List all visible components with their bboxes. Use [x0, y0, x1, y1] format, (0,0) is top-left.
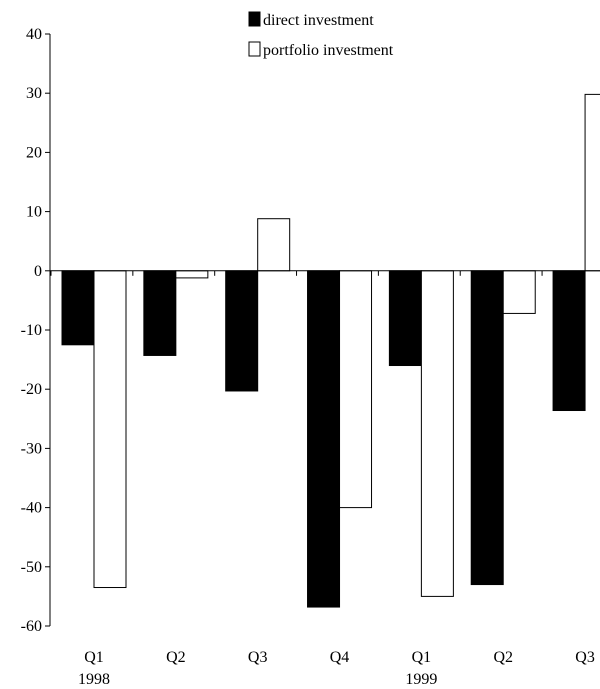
y-tick-label: -50	[21, 559, 42, 576]
y-tick-label: -40	[21, 500, 42, 517]
y-tick-label: -30	[21, 440, 42, 457]
bar-portfolio-6	[584, 93, 600, 272]
y-tick-label: -10	[21, 322, 42, 339]
legend-label-direct: direct investment	[263, 12, 374, 29]
bar-portfolio-4	[420, 270, 454, 597]
x-category-label: Q1	[412, 649, 432, 666]
bar-direct-6	[552, 270, 586, 412]
x-category-label: Q4	[330, 649, 350, 666]
y-tick-label: 10	[26, 204, 42, 221]
bar-direct-2	[225, 270, 259, 392]
x-axis: Q1 1998 Q2 Q3 Q4 Q1 1999 Q2 Q3	[50, 270, 600, 688]
bar-direct-1	[143, 270, 177, 356]
bar-direct-5	[470, 270, 504, 586]
x-year-label: 1998	[78, 671, 110, 688]
x-category-label: Q2	[493, 649, 513, 666]
y-tick-label: 0	[34, 263, 42, 280]
legend: direct investment portfolio investment	[248, 11, 394, 59]
bar-portfolio-5	[502, 270, 536, 314]
bar-portfolio-0	[93, 270, 127, 589]
x-year-label: 1999	[405, 671, 437, 688]
bar-portfolio-1	[175, 270, 209, 279]
legend-swatch-direct	[248, 11, 261, 27]
bar-direct-3	[307, 270, 341, 608]
y-tick-label: -60	[21, 618, 42, 635]
legend-label-portfolio: portfolio investment	[263, 42, 394, 59]
bar-direct-4	[388, 270, 422, 367]
y-tick-label: 30	[26, 85, 42, 102]
x-category-label: Q2	[166, 649, 186, 666]
y-tick-label: 40	[26, 26, 42, 43]
bar-portfolio-3	[339, 270, 373, 509]
legend-swatch-portfolio	[248, 41, 261, 57]
x-category-label: Q3	[575, 649, 595, 666]
x-category-label: Q3	[248, 649, 268, 666]
y-tick-label: -20	[21, 381, 42, 398]
bars	[61, 93, 600, 608]
bar-portfolio-2	[257, 218, 291, 272]
bar-direct-0	[61, 270, 95, 346]
y-axis: 40 30 20 10 0 -10 -20 -30 -40 -50 -60	[21, 26, 51, 635]
y-tick-label: 20	[26, 144, 42, 161]
x-category-label: Q1	[84, 649, 104, 666]
